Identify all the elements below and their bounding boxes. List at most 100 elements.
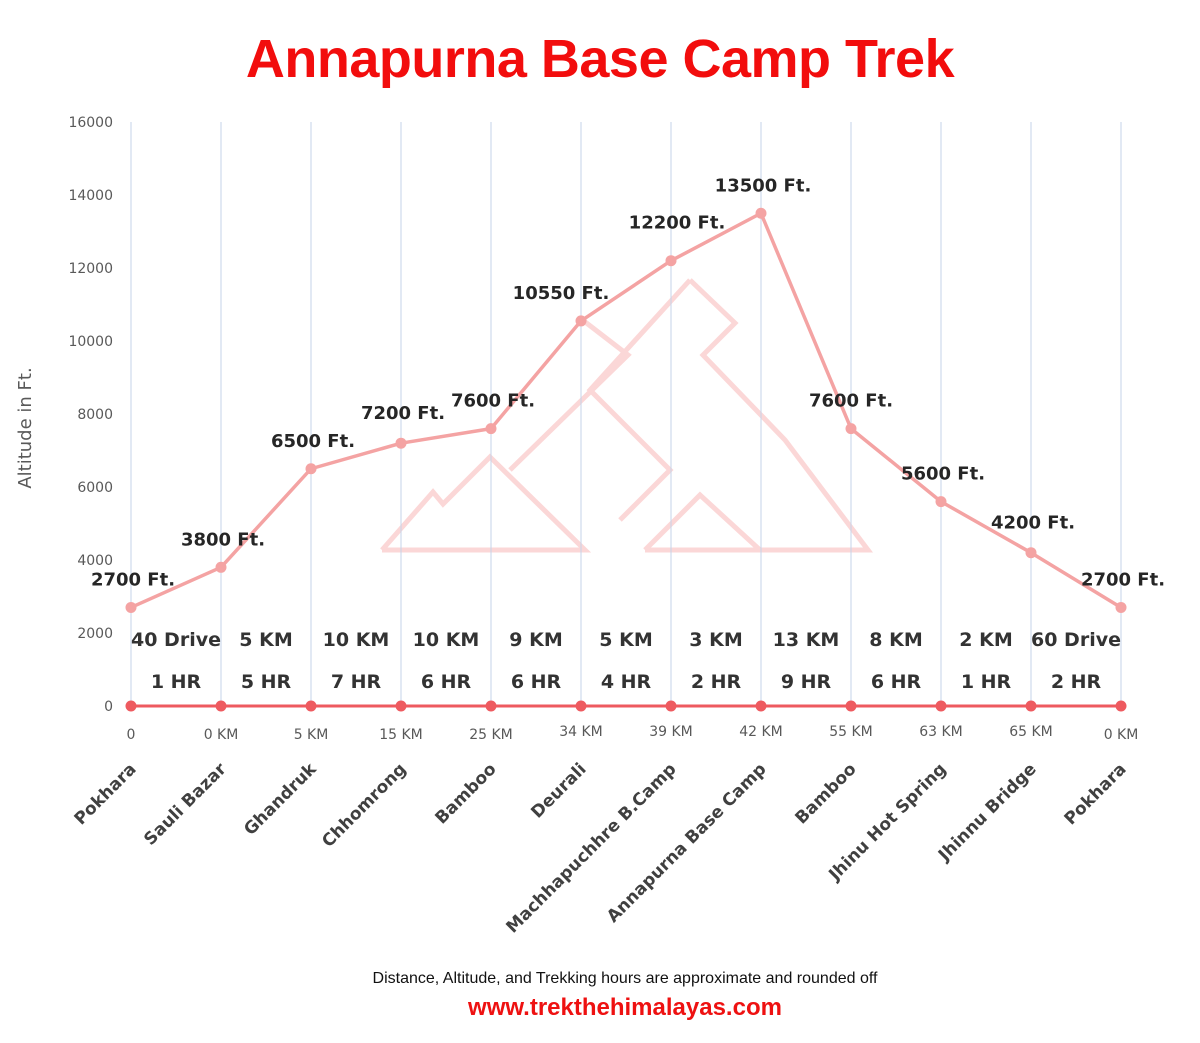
altitude-data-label: 4200 Ft. [991,513,1075,534]
segment-hours-label: 6 HR [871,671,922,693]
baseline-marker [305,700,317,712]
distance-km-label: 0 [127,727,136,743]
segment-hours-label: 4 HR [601,671,652,693]
segment-distance-label: 10 KM [323,629,390,651]
segment-distance-label: 2 KM [959,629,1012,651]
segment-distance-label: 3 KM [689,629,742,651]
altitude-data-label: 10550 Ft. [513,283,610,304]
baseline-marker [935,700,947,712]
segment-hours-label: 6 HR [421,671,472,693]
distance-km-label: 34 KM [559,724,603,740]
segment-distance-label: 60 Drive [1031,629,1121,651]
altitude-series: 2700 Ft. 3800 Ft. 6500 Ft. 7200 Ft. 7600 Ft.… [91,175,1165,613]
altitude-marker [755,207,767,219]
baseline-marker [845,700,857,712]
distance-baseline-series [125,700,1127,712]
altitude-data-label: 2700 Ft. [1081,569,1165,590]
baseline-marker [215,700,227,712]
y-axis: 0 2000 4000 6000 8000 10000 12000 14000 16000 [68,115,113,715]
disclaimer-note: Distance, Altitude, and Trekking hours a… [372,970,878,987]
baseline-marker [395,700,407,712]
segment-distance-label: 8 KM [869,629,922,651]
distance-km-label: 63 KM [919,724,963,740]
baseline-marker [1025,700,1037,712]
distance-km-label: 42 KM [739,724,783,740]
segment-hours-label: 2 HR [691,671,742,693]
category-label: Machhapuchhre B.Camp [502,759,680,937]
altitude-data-label: 5600 Ft. [901,464,985,485]
segment-distance-label: 13 KM [773,629,840,651]
y-tick-label: 6000 [77,480,113,496]
y-axis-title: Altitude in Ft. [15,367,36,488]
altitude-data-label: 12200 Ft. [629,213,726,234]
baseline-marker [755,700,767,712]
distance-km-label: 15 KM [379,727,423,743]
category-label: Bamboo [431,759,500,828]
altitude-data-label: 6500 Ft. [271,431,355,452]
y-tick-label: 2000 [77,626,113,642]
y-tick-label: 12000 [68,261,113,277]
altitude-marker [935,496,947,508]
baseline-marker [575,700,587,712]
category-label: Jhinnu Bridge [934,759,1040,865]
category-label: Pokhara [1061,759,1131,829]
altitude-marker [125,601,137,613]
altitude-marker [665,255,677,267]
altitude-data-label: 7200 Ft. [361,403,445,424]
distance-km-label: 39 KM [649,724,693,740]
y-tick-label: 10000 [68,334,113,350]
distance-km-label: 25 KM [469,727,513,743]
altitude-line [130,211,1122,610]
baseline-marker [125,700,137,712]
website-link[interactable]: www.trekthehimalayas.com [468,994,782,1021]
segment-hours-label: 9 HR [781,671,832,693]
altitude-data-label: 2700 Ft. [91,569,175,590]
category-label: Pokhara [71,759,141,829]
distance-km-label: 5 KM [294,727,329,743]
altitude-marker [575,315,587,327]
category-label: Bamboo [791,759,860,828]
y-tick-label: 14000 [68,188,113,204]
baseline-marker [665,700,677,712]
altitude-marker [1025,547,1037,559]
altitude-marker [395,437,407,449]
segment-hours-label: 1 HR [961,671,1012,693]
category-label: Sauli Bazar [140,759,231,850]
y-tick-label: 16000 [68,115,113,131]
segment-hours-label: 6 HR [511,671,562,693]
y-tick-label: 4000 [77,553,113,569]
segment-distance-label: 40 Drive [131,629,221,651]
altitude-marker [845,423,857,435]
altitude-marker [215,561,227,573]
category-label: Ghandruk [240,759,321,840]
segment-hours-label: 7 HR [331,671,382,693]
segment-hours-label: 5 HR [241,671,292,693]
segment-distance-label: 10 KM [413,629,480,651]
category-label: Chhomrong [318,759,410,851]
category-label: Annapurna Base Camp [603,759,770,926]
altitude-marker [1115,601,1127,613]
segment-hours-label: 1 HR [151,671,202,693]
segment-distance-label: 9 KM [509,629,562,651]
category-label: Deurali [527,759,590,822]
y-tick-label: 8000 [77,407,113,423]
altitude-marker [485,423,497,435]
segment-hours-label: 2 HR [1051,671,1102,693]
distance-km-label: 55 KM [829,724,873,740]
altitude-data-label: 13500 Ft. [715,175,812,196]
altitude-marker [305,463,317,475]
distance-km-label: 65 KM [1009,724,1053,740]
segment-distance-label: 5 KM [599,629,652,651]
segment-labels: 40 Drive 1 HR 5 KM 5 HR 10 KM 7 HR 10 KM 6 HR 9 … [131,629,1121,693]
segment-distance-label: 5 KM [239,629,292,651]
vertical-gridlines [130,122,1122,706]
y-tick-label: 0 [104,699,113,715]
cumulative-distance-labels: 0 0 KM 5 KM 15 KM 25 KM 34 KM 39 KM 42 KM 55 KM 6… [127,724,1139,743]
distance-km-label: 0 KM [204,727,239,743]
altitude-data-label: 7600 Ft. [809,391,893,412]
chart-title: Annapurna Base Camp Trek [245,29,955,89]
altitude-data-label: 3800 Ft. [181,529,265,550]
altitude-data-label: 7600 Ft. [451,391,535,412]
